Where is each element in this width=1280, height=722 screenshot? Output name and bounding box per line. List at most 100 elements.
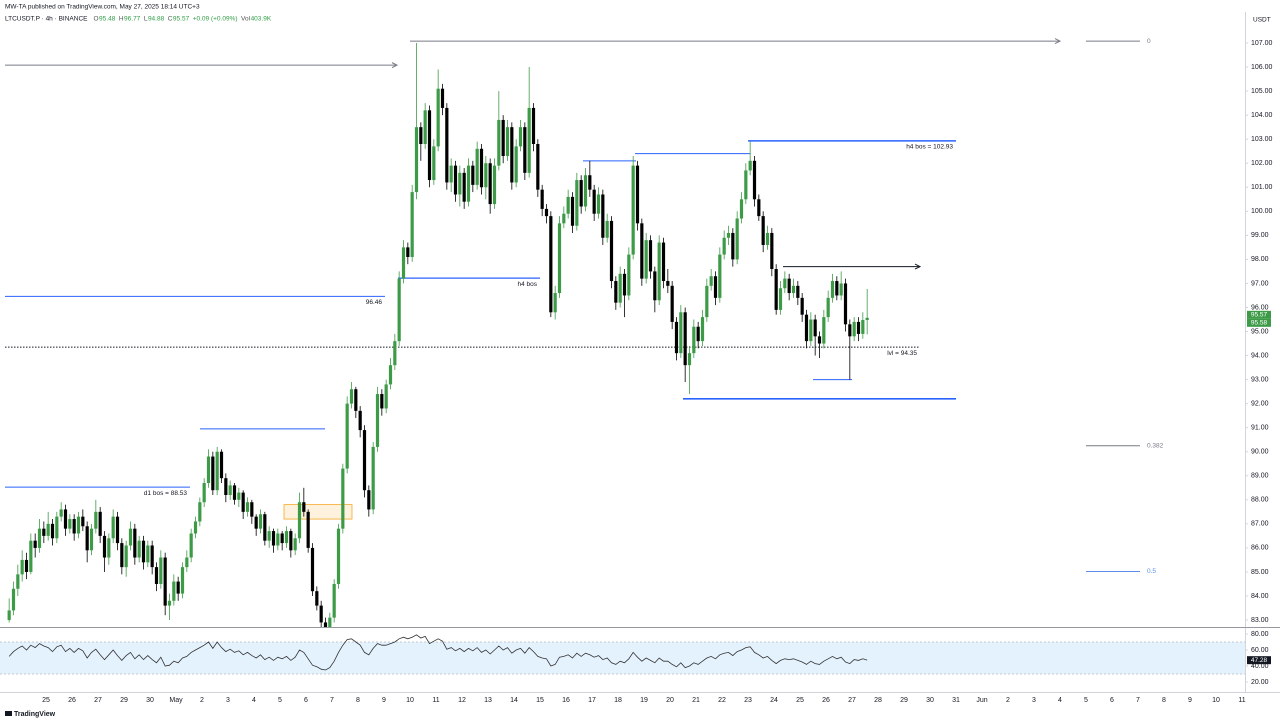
candle-body [592, 189, 596, 214]
y-tick-label: 96.00 [1251, 304, 1269, 311]
ohlc-key: O [93, 16, 98, 23]
candle-body [735, 218, 739, 260]
candle-body [323, 622, 328, 627]
candle-body [557, 223, 562, 294]
candle-body [250, 502, 254, 517]
candle-body [263, 514, 267, 541]
candle-body [98, 511, 102, 536]
candle-body [193, 521, 198, 534]
x-tick-label: 17 [588, 697, 596, 704]
candle-body [549, 216, 553, 313]
candle-body [835, 281, 839, 296]
candle-body [644, 240, 648, 279]
candle-body [24, 559, 29, 572]
candle-body [605, 220, 609, 238]
y-tick-label: 89.00 [1251, 473, 1269, 480]
y-tick-label: 92.00 [1251, 400, 1269, 407]
candle-body [267, 531, 271, 541]
candle-body [670, 285, 674, 322]
candle-body [510, 127, 514, 183]
candle-body [206, 456, 211, 483]
candle-body [609, 220, 614, 282]
volume-key: Vol [241, 16, 251, 23]
candle-body [332, 583, 336, 618]
y-tick-label: 83.00 [1251, 617, 1269, 624]
fib-label: 0.5 [1147, 568, 1156, 575]
candle-body [791, 285, 796, 294]
candle-body [16, 574, 20, 589]
candle-body [89, 528, 94, 551]
candle-body [683, 312, 687, 366]
candle-body [310, 547, 315, 592]
candle-body [657, 242, 661, 301]
candle-body [72, 519, 76, 534]
currency: USDT [1253, 17, 1271, 24]
y-tick-label: 106.00 [1251, 64, 1273, 71]
candle-body [215, 451, 219, 491]
candle-body [852, 321, 856, 337]
volume: 403.9K [251, 16, 272, 23]
candle-body [11, 588, 16, 611]
candle-body [748, 160, 752, 171]
candle-body [497, 119, 501, 166]
candle-body [531, 107, 536, 144]
candle-body [375, 394, 380, 447]
candle-body [627, 254, 631, 296]
x-tick-label: 10 [1212, 697, 1220, 704]
candle-body [319, 605, 323, 623]
x-tick-label: 26 [68, 697, 76, 704]
candle-body [826, 297, 830, 318]
y-tick-label: 40.00 [1251, 663, 1269, 670]
x-tick-label: 26 [822, 697, 830, 704]
candle-body [718, 254, 722, 298]
candle-body [822, 317, 826, 344]
rsi-pane [0, 634, 1245, 675]
y-tick-label: 102.00 [1251, 160, 1273, 167]
candle-body [614, 281, 618, 303]
candle-body [462, 172, 466, 202]
x-tick-label: 25 [796, 697, 804, 704]
candle-body [380, 394, 384, 409]
candle-body [830, 281, 835, 298]
candle-body [50, 523, 55, 539]
candle-body [280, 533, 284, 544]
x-tick-label: 6 [1110, 697, 1114, 704]
candle-body [202, 482, 206, 503]
candle-body [553, 293, 557, 313]
y-tick-label: 99.00 [1251, 232, 1269, 239]
candle-body [575, 180, 579, 226]
x-tick-label: Jun [976, 697, 987, 704]
ohlc-value: 94.88 [148, 16, 165, 23]
candle-body [55, 516, 59, 539]
y-tick-label: 80.00 [1251, 631, 1269, 638]
candle-body [475, 148, 479, 185]
x-tick-label: 27 [94, 697, 102, 704]
candle-body [679, 312, 683, 354]
candle-body [228, 485, 232, 496]
candle-body [440, 88, 445, 108]
x-tick-label: 28 [874, 697, 882, 704]
candle-body [601, 194, 605, 238]
candle-body [211, 456, 215, 491]
y-tick-label: 88.00 [1251, 497, 1269, 504]
candle-body [501, 119, 505, 157]
y-tick-label: 86.00 [1251, 545, 1269, 552]
candle-body [726, 232, 731, 238]
candle-body [700, 317, 705, 342]
x-tick-label: 13 [484, 697, 492, 704]
level-label: d1 bos = 88.53 [144, 490, 188, 497]
x-tick-label: 30 [146, 697, 154, 704]
x-tick-label: 16 [562, 697, 570, 704]
candle-body [219, 451, 224, 479]
x-tick-label: 22 [718, 697, 726, 704]
candle-body [336, 528, 341, 584]
x-tick-label: 11 [432, 697, 439, 704]
candle-body [198, 502, 202, 522]
x-tick-label: 4 [1058, 697, 1062, 704]
candle-body [388, 365, 393, 385]
y-tick-label: 105.00 [1251, 88, 1273, 95]
x-tick-label: 29 [120, 697, 128, 704]
x-tick-label: 5 [1084, 697, 1088, 704]
